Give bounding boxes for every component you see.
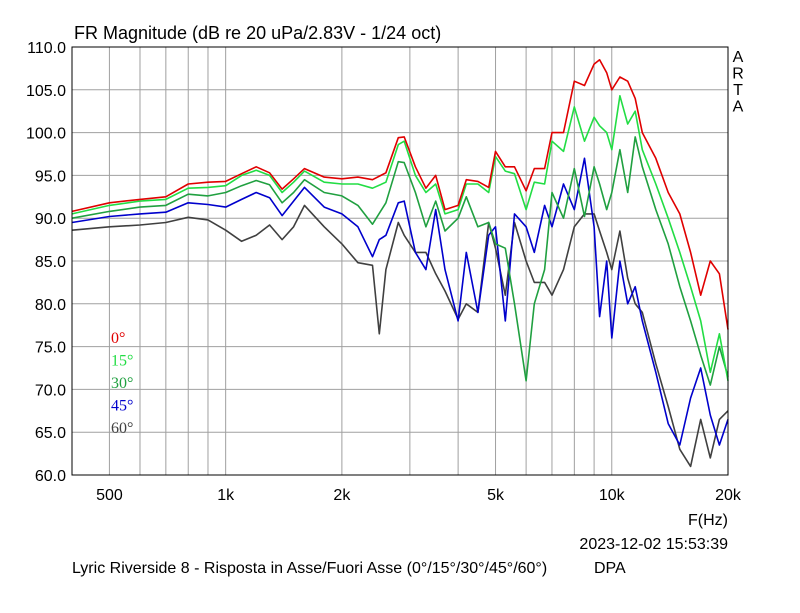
series-line-45deg [71,157,729,446]
caption-suffix: DPA [594,560,626,577]
y-tick-label: 90.0 [35,211,66,228]
plot-frame [71,46,729,476]
x-tick-label: 10k [599,487,626,504]
legend-entry-30deg: 30° [111,375,133,392]
x-axis-label: F(Hz) [688,512,728,529]
y-tick-label: 105.0 [26,83,66,100]
legend-entry-15deg: 15° [111,353,133,370]
legend-entry-45deg: 45° [111,398,133,415]
y-axis-ticks: 60.0 65.0 70.0 75.0 80.0 85.0 90.0 95.0 100.0 105… [26,40,66,485]
x-tick-label: 20k [715,487,742,504]
timestamp: 2023-12-02 15:53:39 [579,536,728,553]
y-tick-label: 70.0 [35,382,66,399]
x-tick-label: 5k [487,487,505,504]
y-tick-label: 65.0 [35,425,66,442]
legend: 0° 15° 30° 45° 60° [111,330,133,437]
x-tick-label: 500 [96,487,123,504]
y-tick-label: 60.0 [35,468,66,485]
series-lines [71,58,729,468]
y-tick-label: 75.0 [35,340,66,357]
chart-title: FR Magnitude (dB re 20 uPa/2.83V - 1/24 … [74,23,441,43]
x-tick-label: 2k [333,487,351,504]
y-tick-label: 85.0 [35,254,66,271]
x-tick-label: 1k [217,487,235,504]
y-tick-label: 95.0 [35,168,66,185]
y-tick-label: 80.0 [35,297,66,314]
legend-entry-0deg: 0° [111,330,125,347]
y-tick-label: 110.0 [27,40,66,57]
legend-entry-60deg: 60° [111,420,133,437]
x-axis-ticks: 500 1k 2k 5k 10k 20k [96,487,742,504]
chart-caption: Lyric Riverside 8 - Risposta in Asse/Fuo… [72,560,547,577]
series-line-15deg [71,95,729,381]
series-line-0deg [71,58,729,330]
series-line-30deg [71,136,729,386]
y-tick-label: 100.0 [26,126,66,143]
